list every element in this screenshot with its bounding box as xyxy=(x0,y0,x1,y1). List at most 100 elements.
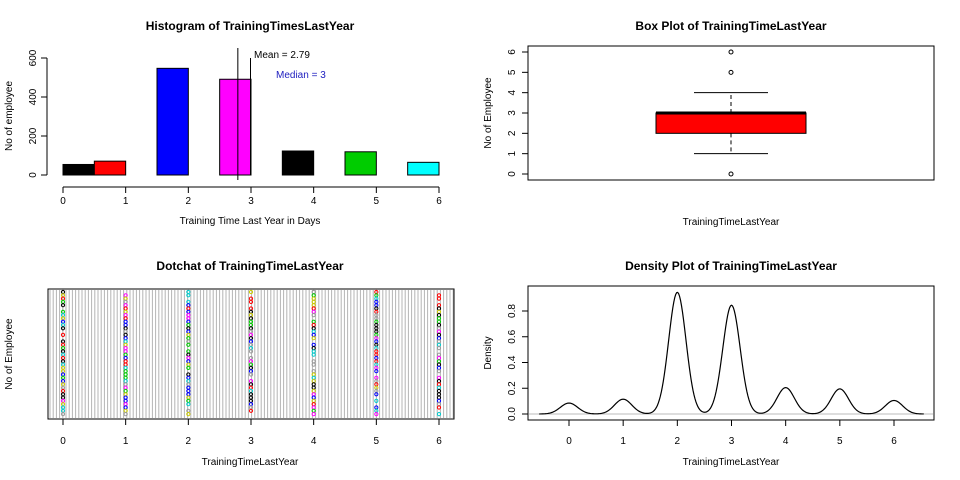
employee-dot xyxy=(374,392,379,397)
x-tick-label: 4 xyxy=(311,196,317,207)
histogram-bar xyxy=(407,161,440,176)
employee-dot xyxy=(60,412,66,417)
employee-dot xyxy=(248,299,254,304)
histogram-y-label: No of employee xyxy=(4,81,15,151)
x-tick-label: 1 xyxy=(123,196,129,207)
y-tick-label: 3 xyxy=(507,110,518,116)
histogram-bar xyxy=(219,78,252,176)
density-y-ticks: 0.0 0.2 0.4 0.6 0.8 xyxy=(507,304,528,421)
density-y-label: Density xyxy=(483,336,494,369)
x-tick-label: 0 xyxy=(60,436,66,447)
median-label: Median = 3 xyxy=(276,70,326,81)
employee-dot xyxy=(311,313,316,318)
x-tick-label: 3 xyxy=(248,436,254,447)
y-tick-label: 5 xyxy=(507,69,518,75)
x-tick-label: 3 xyxy=(248,196,254,207)
employee-dot xyxy=(123,412,128,417)
boxplot-box xyxy=(655,49,807,177)
employee-dot xyxy=(436,346,442,351)
y-tick-label: 0.0 xyxy=(507,407,518,421)
boxplot-x-label: TrainingTimeLastYear xyxy=(683,217,780,228)
density-panel: Density Plot of TrainingTimeLastYear 0.0… xyxy=(483,259,935,468)
x-tick-label: 2 xyxy=(675,436,681,447)
employee-dot xyxy=(311,362,316,367)
x-tick-label: 4 xyxy=(311,436,317,447)
y-tick-label: 6 xyxy=(507,49,518,55)
y-tick-label: 2 xyxy=(507,130,518,136)
outlier-point xyxy=(728,49,734,55)
density-x-label: TrainingTimeLastYear xyxy=(683,457,780,468)
dotchart-x-ticks: 0 1 2 3 4 5 6 xyxy=(60,419,442,447)
histogram-panel: Histogram of TrainingTimesLastYear 0 200 4… xyxy=(4,19,442,227)
dotchart-dots xyxy=(60,289,442,417)
employee-dot xyxy=(436,296,442,301)
employee-dot xyxy=(186,412,191,417)
x-tick-label: 2 xyxy=(186,436,192,447)
histogram-x-ticks: 0 1 2 3 4 5 6 xyxy=(60,187,442,207)
employee-dot xyxy=(311,412,316,417)
y-tick-label: 0.8 xyxy=(507,304,518,318)
y-tick-label: 0 xyxy=(28,172,39,178)
x-tick-label: 5 xyxy=(374,436,380,447)
employee-dot xyxy=(186,402,191,407)
histogram-bar xyxy=(93,160,127,176)
employee-dot xyxy=(186,365,191,370)
employee-dot xyxy=(374,369,379,374)
histogram-bar xyxy=(344,151,377,176)
x-tick-label: 2 xyxy=(186,196,192,207)
density-x-ticks: 0 1 2 3 4 5 6 xyxy=(566,420,897,447)
boxplot-title: Box Plot of TrainingTimeLastYear xyxy=(635,19,826,33)
x-tick-label: 4 xyxy=(783,436,789,447)
employee-dot xyxy=(311,352,316,357)
x-tick-label: 3 xyxy=(729,436,735,447)
x-tick-label: 1 xyxy=(620,436,626,447)
x-tick-label: 1 xyxy=(123,436,129,447)
employee-dot xyxy=(60,332,66,337)
employee-dot xyxy=(60,326,66,331)
x-tick-label: 0 xyxy=(566,436,572,447)
y-tick-label: 0.2 xyxy=(507,381,518,395)
employee-dot xyxy=(436,405,442,410)
x-tick-label: 6 xyxy=(436,436,442,447)
employee-dot xyxy=(248,349,254,354)
density-title: Density Plot of TrainingTimeLastYear xyxy=(625,259,837,273)
employee-dot xyxy=(60,303,66,308)
y-tick-label: 0.6 xyxy=(507,329,518,343)
outlier-point xyxy=(728,171,734,177)
boxplot-y-label: No of Employee xyxy=(483,77,494,149)
x-tick-label: 6 xyxy=(436,196,442,207)
employee-dot xyxy=(186,342,191,347)
histogram-bar xyxy=(281,150,315,176)
employee-dot xyxy=(186,293,191,298)
histogram-x-label: Training Time Last Year in Days xyxy=(180,216,321,227)
histogram-bar xyxy=(156,67,189,176)
y-tick-label: 0.4 xyxy=(507,355,518,369)
dotchart-y-label: No of Employee xyxy=(4,318,15,390)
y-tick-label: 400 xyxy=(28,88,39,105)
employee-dot xyxy=(374,412,379,417)
y-tick-label: 200 xyxy=(28,127,39,144)
dotchart-x-label: TrainingTimeLastYear xyxy=(202,457,299,468)
employee-dot xyxy=(248,289,254,295)
y-tick-label: 4 xyxy=(507,89,518,95)
density-curve xyxy=(539,291,924,415)
boxplot-y-ticks: 0 1 2 3 4 5 6 xyxy=(507,49,529,177)
employee-dot xyxy=(248,408,254,413)
x-tick-label: 0 xyxy=(60,196,66,207)
y-tick-label: 1 xyxy=(507,150,518,156)
employee-dot xyxy=(311,336,316,341)
mean-label: Mean = 2.79 xyxy=(254,50,310,61)
histogram-bar xyxy=(62,163,95,176)
employee-dot xyxy=(248,372,254,377)
x-tick-label: 6 xyxy=(891,436,897,447)
dotchart-title: Dotchat of TrainingTimeLastYear xyxy=(156,259,343,273)
employee-dot xyxy=(436,369,442,374)
employee-dot xyxy=(374,398,379,403)
outlier-point xyxy=(728,69,734,75)
x-tick-label: 5 xyxy=(837,436,843,447)
employee-dot xyxy=(436,412,442,417)
y-tick-label: 600 xyxy=(28,49,39,66)
histogram-y-ticks: 0 200 400 600 xyxy=(28,49,47,178)
